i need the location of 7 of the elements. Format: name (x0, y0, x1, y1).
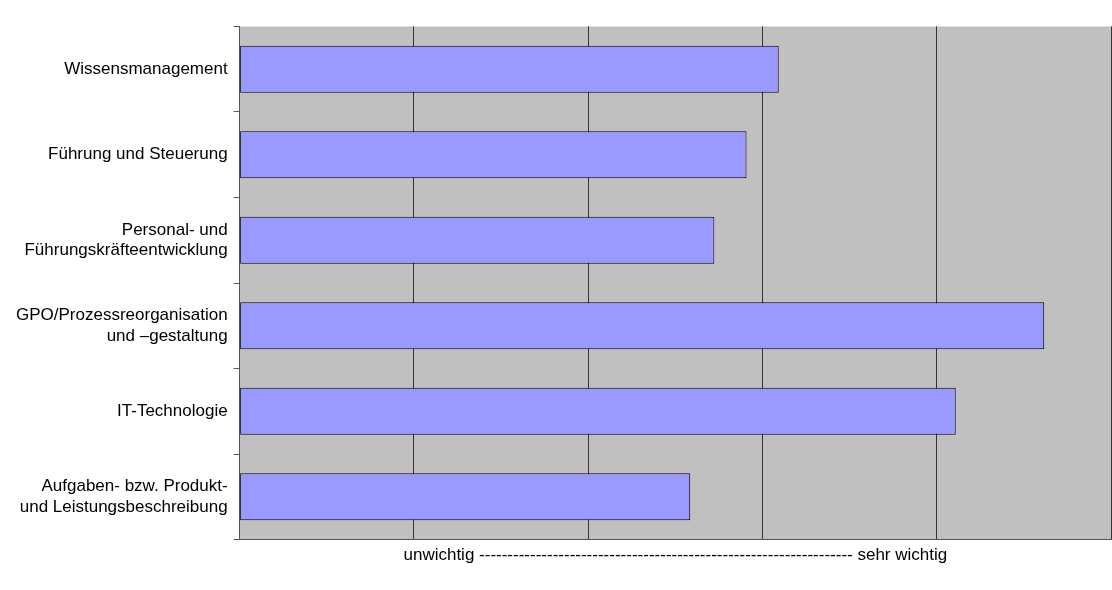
y-tick-label: Aufgaben- bzw. Produkt- und Leistungsbeschreibung (19, 476, 228, 516)
y-tick-label: GPO/Prozessreorganisation und –gestaltung (16, 305, 228, 345)
x-axis-title: unwichtig ------------------------------------------------------------------ sehr wichtig (403, 545, 948, 565)
y-tick-label: Personal- und Führungskräfteentwicklung (24, 219, 228, 260)
y-tick-label: Führung und Steuerung (48, 144, 228, 164)
y-tick-label: Wissensmanagement (64, 58, 228, 78)
y-tick-label: IT-Technologie (117, 400, 228, 420)
